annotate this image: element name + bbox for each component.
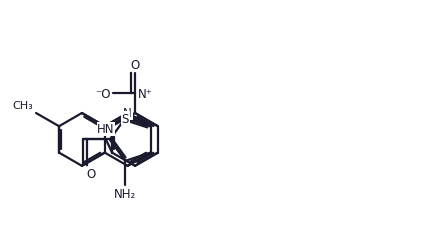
Text: S: S [122, 112, 129, 125]
Text: O: O [86, 168, 96, 180]
Text: NH₂: NH₂ [114, 188, 136, 200]
Text: CH₃: CH₃ [13, 101, 33, 111]
Text: HN: HN [97, 123, 115, 136]
Text: ⁻O: ⁻O [95, 87, 111, 100]
Text: N⁺: N⁺ [138, 87, 153, 100]
Text: O: O [131, 58, 140, 71]
Text: N: N [123, 107, 132, 120]
